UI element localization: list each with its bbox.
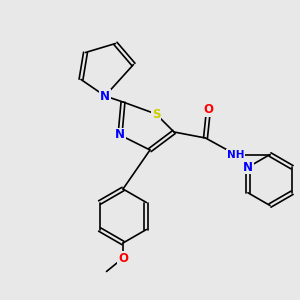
Text: N: N: [100, 89, 110, 103]
Text: S: S: [152, 107, 160, 121]
Text: NH: NH: [227, 149, 244, 160]
Text: O: O: [203, 103, 214, 116]
Text: O: O: [118, 251, 128, 265]
Text: N: N: [243, 161, 253, 174]
Text: N: N: [115, 128, 125, 142]
